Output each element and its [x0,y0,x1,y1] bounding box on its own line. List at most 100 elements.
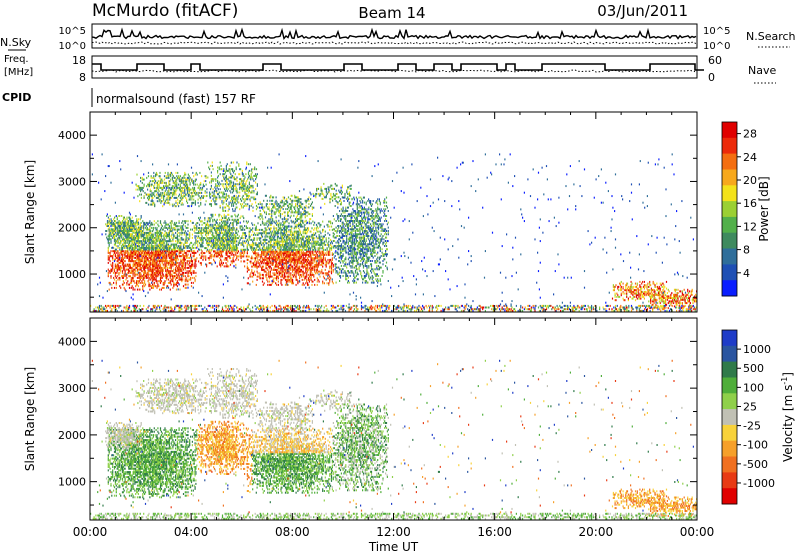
power-cell [237,222,239,225]
power-cell [290,230,292,233]
power-cell [180,278,182,281]
power-cell [208,237,210,240]
power-cell [129,275,131,278]
power-cell [321,250,323,253]
power-cell [221,248,224,251]
power-cell [291,233,293,236]
power-cell [292,258,294,261]
power-cell [276,232,278,235]
power-cell [110,255,112,258]
power-cell [197,240,199,243]
power-cell [274,238,276,241]
power-cell [126,236,128,239]
power-cell [223,230,225,233]
power-cell [149,241,151,244]
power-cell [250,257,252,260]
power-cell [284,250,287,253]
power-cell [125,251,127,254]
power-cell [113,236,115,239]
power-cell [120,268,122,271]
power-cell [213,243,215,246]
power-cell [223,265,225,268]
power-cell [265,228,267,231]
power-cell [296,245,298,248]
power-cell [278,263,280,266]
power-cell [216,227,218,230]
power-cell [141,233,143,236]
power-cell [343,248,345,251]
power-cell [265,252,267,255]
power-cell [159,241,162,244]
power-cell [252,262,254,265]
power-cell [152,273,154,276]
power-cell [153,256,155,259]
power-cell [243,232,245,235]
power-cell [251,238,253,241]
power-cell [268,227,270,230]
power-cell [345,210,347,212]
power-cell [315,228,318,231]
power-cell [295,270,297,273]
power-cell [197,237,199,240]
power-cell [351,230,353,232]
power-cell [299,257,302,260]
power-cell [175,248,177,251]
power-cell [277,267,279,270]
power-cell [203,222,205,225]
power-cell [160,276,162,279]
power-cell [152,275,154,278]
power-cell [353,210,355,212]
power-cell [178,275,180,278]
power-cell [256,257,258,260]
power-cell [301,283,303,286]
power-cell [324,243,326,246]
power-cell [128,275,131,278]
freq-label-2: [MHz] [4,67,33,78]
power-cell [211,243,213,246]
power-cell [196,240,198,243]
power-cell [131,253,133,256]
power-cell [177,266,179,269]
power-cell [286,240,288,243]
power-cell [148,273,150,276]
power-cell [191,265,193,268]
power-cell [185,253,187,256]
power-cell [166,256,168,259]
power-cell [116,268,118,271]
power-cell [220,258,222,261]
power-cell [141,241,143,244]
power-cell [316,265,318,268]
power-cell [312,257,314,260]
power-cell [145,235,147,238]
power-cell [232,238,234,241]
power-cell [112,255,114,258]
power-cell [341,230,343,232]
power-cell [172,286,174,289]
power-cell [107,250,109,253]
power-cell [276,275,278,278]
power-cell [193,225,195,228]
power-cell [198,235,200,238]
power-cell [352,225,354,227]
power-cell [338,253,340,256]
power-cell [306,248,308,251]
power-cell [157,251,159,254]
power-cell [119,258,121,261]
power-cell [344,231,346,234]
power-cell [296,278,298,281]
power-cell [267,258,269,261]
power-cell [219,235,221,238]
power-cell [170,266,172,269]
power-cell [175,225,177,228]
power-cell [242,255,244,258]
power-cell [272,262,274,265]
power-cell [190,271,192,274]
power-cell [142,288,144,291]
power-cell [261,258,264,261]
power-cell [281,235,283,238]
power-cell [291,245,293,248]
power-cell [181,230,183,233]
power-cell [290,225,292,228]
power-cell [146,276,148,279]
power-cell [141,231,143,234]
